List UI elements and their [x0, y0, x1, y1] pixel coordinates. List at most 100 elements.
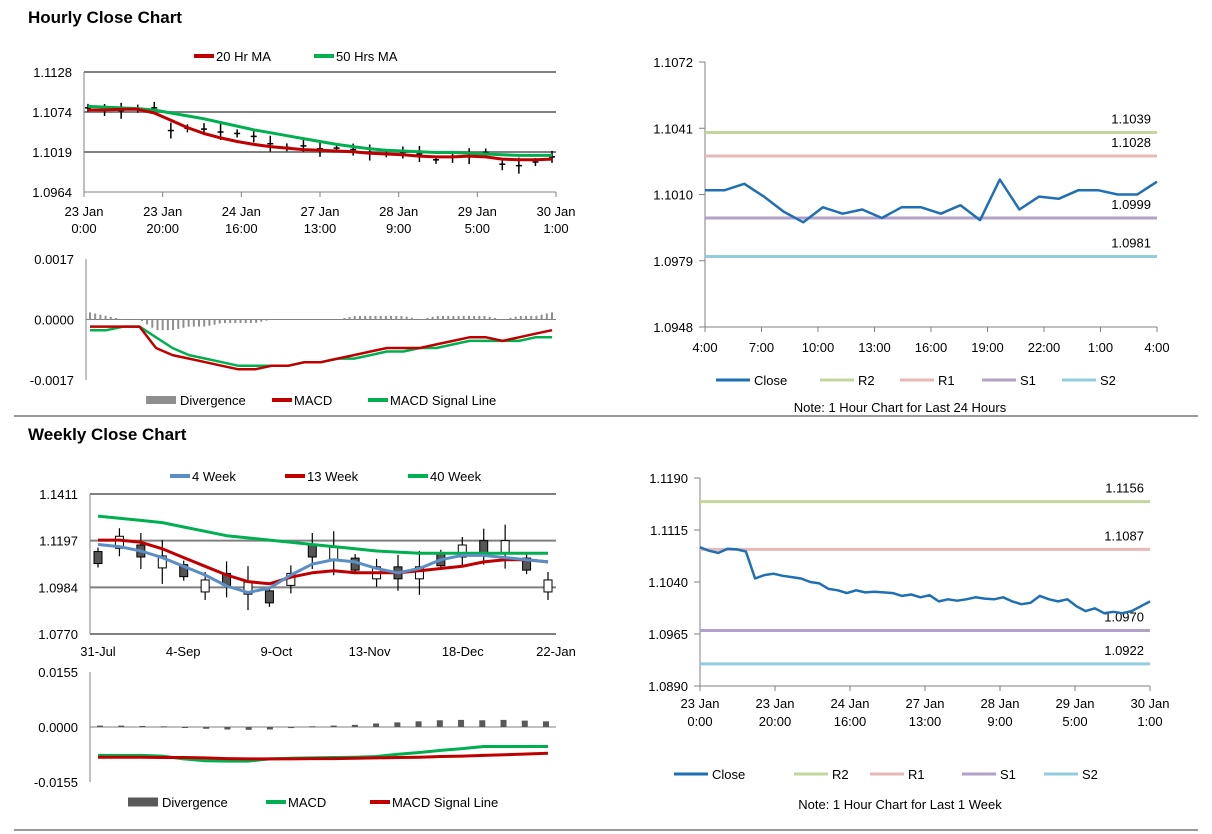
legend-13-week-label: 13 Week [307, 469, 359, 484]
x-tick-label-top: 23 Jan [755, 696, 794, 711]
candle-body [114, 535, 124, 549]
y-tick-label: 1.0948 [653, 320, 693, 335]
level-label-s2: 1.0922 [1104, 643, 1144, 658]
y-tick-label: 1.1040 [648, 575, 688, 590]
y-tick-label: 1.1190 [649, 471, 688, 486]
weekly-1w-chart: 1.1190 1.1115 1.1040 1.0965 1.0890 23 Jan 0:00… [648, 471, 1169, 812]
chart-note: Note: 1 Hour Chart for Last 1 Week [798, 797, 1002, 812]
y-tick-label: 1.1411 [39, 487, 78, 502]
y-tick-label: 0.0000 [38, 720, 78, 735]
y-tick-label: 1.0770 [38, 627, 78, 642]
close-line [705, 178, 1158, 224]
x-tick-label: 22:00 [1028, 340, 1061, 355]
divergence-bar [181, 727, 188, 728]
divergence-bar [458, 719, 465, 727]
legend-r2-label: R2 [832, 767, 849, 782]
legend-s2-label: S2 [1100, 373, 1116, 388]
level-label-s2: 1.0981 [1111, 235, 1151, 250]
candle-body [414, 566, 424, 580]
x-tick-label: 10:00 [802, 340, 835, 355]
hourly-macd-chart: 0.0017 0.0000 -0.0017 Divergence MACD MACD Si… [30, 252, 556, 408]
y-tick-label: 0.0017 [34, 252, 74, 267]
ma-50-line [87, 104, 552, 157]
x-tick-label-top: 28 Jan [980, 696, 1019, 711]
x-tick-label-bottom: 16:00 [834, 714, 867, 729]
x-tick-label-top: 24 Jan [830, 696, 869, 711]
ma-4-week-line [97, 543, 549, 594]
y-tick-label: 1.1197 [39, 534, 78, 549]
x-tick-label-top: 23 Jan [143, 204, 182, 219]
candle-body [200, 579, 210, 593]
x-tick-label: 4:00 [1144, 340, 1169, 355]
level-label-r1: 1.1028 [1111, 135, 1151, 150]
ma-13-week-line [98, 538, 549, 586]
x-tick-label-top: 29 Jan [1055, 696, 1094, 711]
close-line [699, 546, 1151, 615]
weekly-section-title: Weekly Close Chart [28, 425, 187, 444]
legend-4-week-label: 4 Week [192, 469, 236, 484]
macd-signal-line [90, 325, 552, 368]
divergence-bar [97, 725, 103, 727]
y-tick-label: 1.0964 [32, 185, 72, 200]
y-tick-label: 1.1041 [653, 121, 693, 136]
y-tick-label: 1.1072 [653, 55, 693, 70]
x-tick-label-bottom: 1:00 [543, 221, 568, 236]
x-tick-label: 9-Oct [261, 644, 293, 659]
y-tick-label: 1.1010 [653, 188, 693, 203]
x-tick-label-top: 23 Jan [64, 204, 103, 219]
divergence-bar [160, 726, 167, 728]
divergence-bar [543, 721, 549, 727]
hourly-section-title: Hourly Close Chart [28, 8, 182, 27]
legend-close-label: Close [754, 373, 787, 388]
y-tick-label: -0.0155 [34, 775, 78, 790]
y-tick-label: 1.0965 [648, 627, 688, 642]
divergence-bar [266, 727, 273, 730]
level-label-s1: 1.0999 [1111, 197, 1151, 212]
y-tick-label: 1.1128 [33, 65, 72, 80]
legend-macd-signal-label: MACD Signal Line [392, 795, 498, 810]
x-tick-label-bottom: 20:00 [146, 221, 179, 236]
macd-line [90, 325, 553, 371]
x-tick-label-bottom: 5:00 [1062, 714, 1087, 729]
candle-body [179, 564, 189, 578]
candle-body [264, 590, 274, 604]
divergence-bar [330, 725, 337, 727]
legend-r1-label: R1 [938, 373, 955, 388]
divergence-bar [373, 723, 380, 727]
candle-body [500, 540, 510, 554]
divergence-bar [139, 725, 146, 727]
divergence-bar [351, 724, 358, 727]
level-label-s1: 1.0970 [1104, 610, 1144, 625]
macd-signal-line [98, 751, 549, 761]
level-label-r2: 1.1156 [1105, 481, 1144, 496]
divergence-bar [394, 722, 401, 727]
level-label-r1: 1.1087 [1104, 528, 1144, 543]
x-tick-label: 13:00 [858, 340, 891, 355]
legend-40-week-label: 40 Week [430, 469, 482, 484]
x-tick-label: 18-Dec [442, 644, 484, 659]
section-divider [14, 415, 1198, 417]
divergence-bar [309, 726, 316, 728]
candle-body [157, 555, 167, 569]
level-label-r2: 1.1039 [1111, 112, 1151, 127]
x-tick-label-top: 24 Jan [222, 204, 261, 219]
x-tick-label: 1:00 [1088, 340, 1113, 355]
legend-divergence-label: Divergence [180, 393, 246, 408]
x-tick-label-top: 23 Jan [680, 696, 719, 711]
candle-body [329, 546, 339, 560]
x-tick-label-bottom: 20:00 [759, 714, 792, 729]
y-tick-label: 1.0979 [653, 254, 693, 269]
x-tick-label: 4:00 [692, 340, 717, 355]
x-tick-label-bottom: 9:00 [987, 714, 1012, 729]
divergence-bar [224, 727, 231, 730]
divergence-bar [521, 720, 528, 727]
x-tick-label: 19:00 [971, 340, 1004, 355]
hourly-price-chart: 1.1128 1.1074 1.1019 1.0964 23 Jan 0:00 23 Jan… [32, 49, 575, 236]
y-tick-label: -0.0017 [30, 373, 74, 388]
divergence-bar [118, 725, 125, 727]
legend-s1-label: S1 [1000, 767, 1016, 782]
x-tick-label-bottom: 0:00 [687, 714, 712, 729]
x-tick-label: 16:00 [915, 340, 948, 355]
x-tick-label-bottom: 13:00 [909, 714, 942, 729]
chart-note: Note: 1 Hour Chart for Last 24 Hours [794, 400, 1007, 415]
